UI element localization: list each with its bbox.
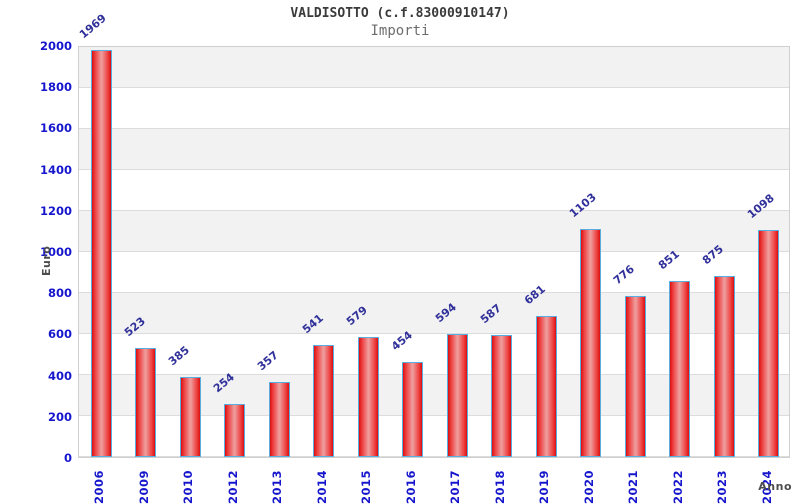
- bar-2024: [758, 229, 780, 457]
- bar-2015: [357, 336, 379, 457]
- x-tick-label: 2009: [136, 469, 151, 504]
- x-tick-label: 2006: [92, 469, 107, 504]
- grid-band: [79, 252, 789, 293]
- bar-2014: [313, 344, 335, 457]
- grid-band: [79, 129, 789, 170]
- y-tick-label: 1600: [39, 121, 72, 136]
- y-axis-title: Euro: [40, 245, 53, 276]
- bar-2019: [535, 315, 557, 457]
- x-tick-label: 2020: [581, 469, 596, 504]
- y-tick-label: 600: [47, 327, 72, 342]
- y-tick-label: 1400: [39, 162, 72, 177]
- y-tick-label: 0: [63, 451, 72, 465]
- x-tick-label: 2013: [270, 469, 285, 504]
- x-axis-title: Anno: [758, 480, 792, 493]
- x-tick-label: 2023: [715, 469, 730, 504]
- y-tick-label: 1000: [39, 245, 72, 259]
- chart-title: VALDISOTTO (c.f.83000910147): [290, 6, 510, 21]
- y-tick-label: 200: [47, 409, 72, 424]
- x-tick-label: 2012: [225, 469, 240, 504]
- bar-2013: [268, 382, 290, 457]
- y-tick-label: 1200: [39, 203, 72, 218]
- bar-2006: [90, 50, 112, 457]
- chart-subtitle: Importi: [370, 23, 430, 39]
- x-tick-label: 2016: [403, 469, 418, 504]
- y-tick-label: 400: [47, 368, 72, 383]
- bar-2021: [624, 296, 646, 457]
- grid-band: [79, 47, 789, 88]
- grid-band: [79, 88, 789, 129]
- x-tick-label: 2017: [448, 469, 463, 504]
- bar-2012: [224, 403, 246, 457]
- bar-2010: [179, 376, 201, 457]
- y-tick-label: 2000: [39, 39, 72, 53]
- x-tick-label: 2015: [359, 469, 374, 504]
- grid-band: [79, 211, 789, 252]
- bar-2022: [669, 280, 691, 457]
- x-tick-label: 2019: [537, 469, 552, 504]
- bar-2018: [491, 335, 513, 457]
- y-tick-label: 1800: [39, 80, 72, 95]
- x-tick-label: 2014: [314, 469, 329, 504]
- bar-2009: [135, 348, 157, 457]
- plot-area: [78, 46, 790, 458]
- bar-2023: [713, 275, 735, 457]
- bar-2017: [446, 333, 468, 457]
- x-tick-label: 2010: [181, 469, 196, 504]
- x-tick-label: 2022: [670, 469, 685, 504]
- grid-band: [79, 170, 789, 211]
- bar-2016: [402, 362, 424, 457]
- y-tick-label: 800: [47, 286, 72, 301]
- x-tick-label: 2021: [626, 469, 641, 504]
- x-tick-label: 2018: [492, 469, 507, 504]
- bar-2020: [580, 228, 602, 457]
